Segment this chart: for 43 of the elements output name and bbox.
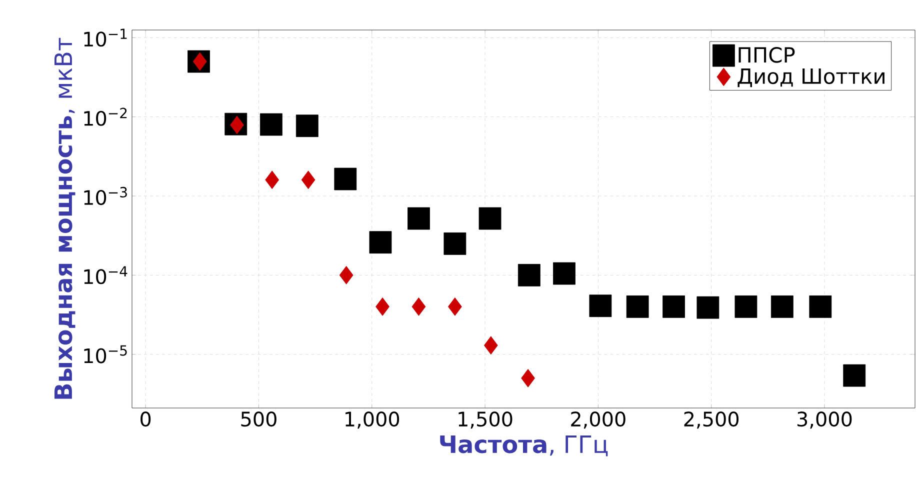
x-tick-label: 2,000 (571, 412, 626, 429)
point (518, 264, 540, 286)
point (734, 295, 758, 318)
point (301, 170, 316, 190)
y-axis-title: Выходная мощность, мкВт (54, 38, 76, 399)
point (408, 207, 430, 230)
point (369, 231, 392, 254)
point (265, 170, 280, 190)
x-tick-label: 1,000 (346, 412, 400, 429)
y-tick-label: 10$^{−4}$ (84, 266, 128, 284)
point (843, 364, 866, 387)
point (412, 297, 426, 316)
point (260, 113, 282, 136)
x-tick-label: 0 (140, 412, 151, 427)
point (448, 297, 462, 316)
point (478, 207, 502, 230)
point (230, 116, 244, 134)
point (339, 266, 354, 284)
y-tick-label: 10$^{−2}$ (84, 108, 127, 126)
point (192, 52, 207, 71)
point (589, 294, 612, 318)
x-tick-label: 2,500 (684, 412, 739, 429)
point (484, 336, 498, 355)
point (626, 295, 649, 318)
y-tick-label: 10$^{−3}$ (84, 186, 127, 206)
point (809, 295, 832, 318)
point (296, 114, 318, 138)
point (696, 296, 720, 319)
y-tick-label: 10$^{−1}$ (84, 28, 127, 47)
point (444, 232, 466, 255)
legend-label: Диод Шоттки (738, 68, 884, 88)
x-axis-title: Частота, ГГц (440, 435, 608, 456)
point (553, 262, 576, 285)
point (334, 168, 357, 190)
point (770, 295, 794, 318)
y-tick-label: 10$^{−5}$ (84, 345, 127, 364)
x-tick-label: 500 (241, 412, 276, 427)
legend-label: ППСР (738, 47, 795, 63)
point (521, 368, 535, 388)
x-tick-label: 1,500 (458, 412, 512, 429)
x-tick-label: 3,000 (797, 412, 852, 429)
point (662, 295, 685, 318)
point (376, 297, 390, 316)
